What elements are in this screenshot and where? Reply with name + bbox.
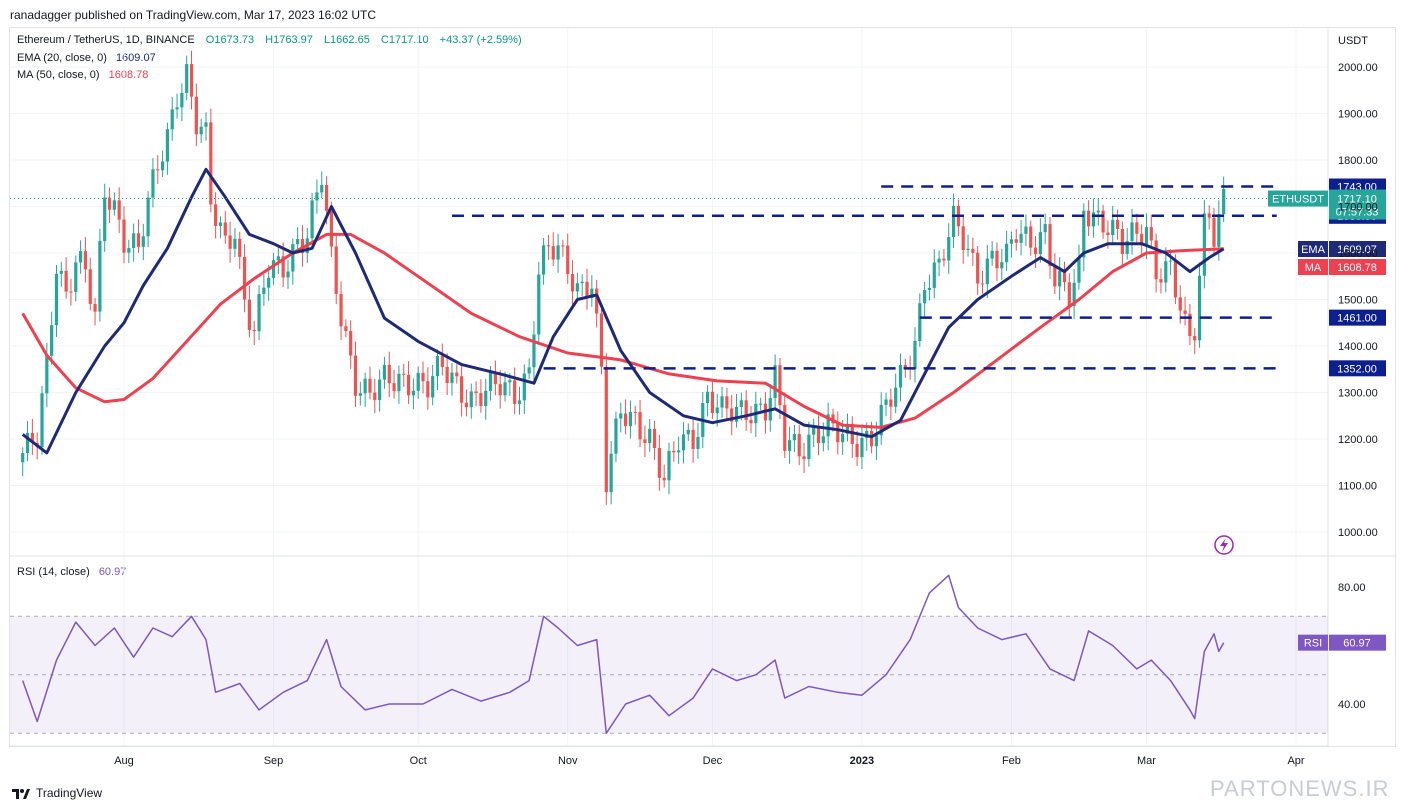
rsi-legend-label: RSI (14, close): [17, 566, 90, 578]
chart-frame: [9, 27, 1396, 747]
tradingview-footer: TradingView: [12, 786, 102, 800]
rsi-legend-value: 60.97: [98, 566, 127, 578]
time-tick-label: Oct: [410, 755, 427, 767]
time-tick-label: Mar: [1137, 755, 1156, 767]
main-legend: Ethereum / TetherUS, 1D, BINANCE O1673.7…: [17, 34, 522, 46]
time-tick-label: Nov: [558, 755, 578, 767]
time-tick-label: Feb: [1002, 755, 1021, 767]
tradingview-brand: TradingView: [36, 786, 103, 800]
ma-legend-value: 1608.78: [108, 69, 149, 81]
ma-legend-label: MA (50, close, 0): [17, 69, 100, 81]
ohlc-low: L1662.65: [323, 34, 370, 46]
time-tick-label: Apr: [1287, 755, 1304, 767]
time-tick-label: Dec: [703, 755, 723, 767]
tradingview-logo-icon: [12, 788, 30, 799]
time-tick-label: 2023: [850, 755, 874, 767]
ohlc-open: O1673.73: [205, 34, 255, 46]
ema-legend-value: 1609.07: [115, 52, 156, 64]
publisher-line: ranadagger published on TradingView.com,…: [10, 8, 377, 22]
ema-legend-label: EMA (20, close, 0): [17, 52, 107, 64]
ohlc-high: H1763.97: [265, 34, 313, 46]
time-tick-label: Sep: [264, 755, 284, 767]
rsi-legend[interactable]: RSI (14, close) 60.97: [17, 566, 126, 578]
watermark: PARTONEWS.IR: [1210, 776, 1390, 801]
ma-legend[interactable]: MA (50, close, 0) 1608.78: [17, 69, 148, 81]
ohlc-close: C1717.10: [380, 34, 429, 46]
time-tick-label: Aug: [114, 755, 134, 767]
ema-legend[interactable]: EMA (20, close, 0) 1609.07: [17, 52, 156, 64]
ohlc-change: +43.37 (+2.59%): [439, 34, 522, 46]
symbol-title[interactable]: Ethereum / TetherUS, 1D, BINANCE: [17, 34, 195, 46]
